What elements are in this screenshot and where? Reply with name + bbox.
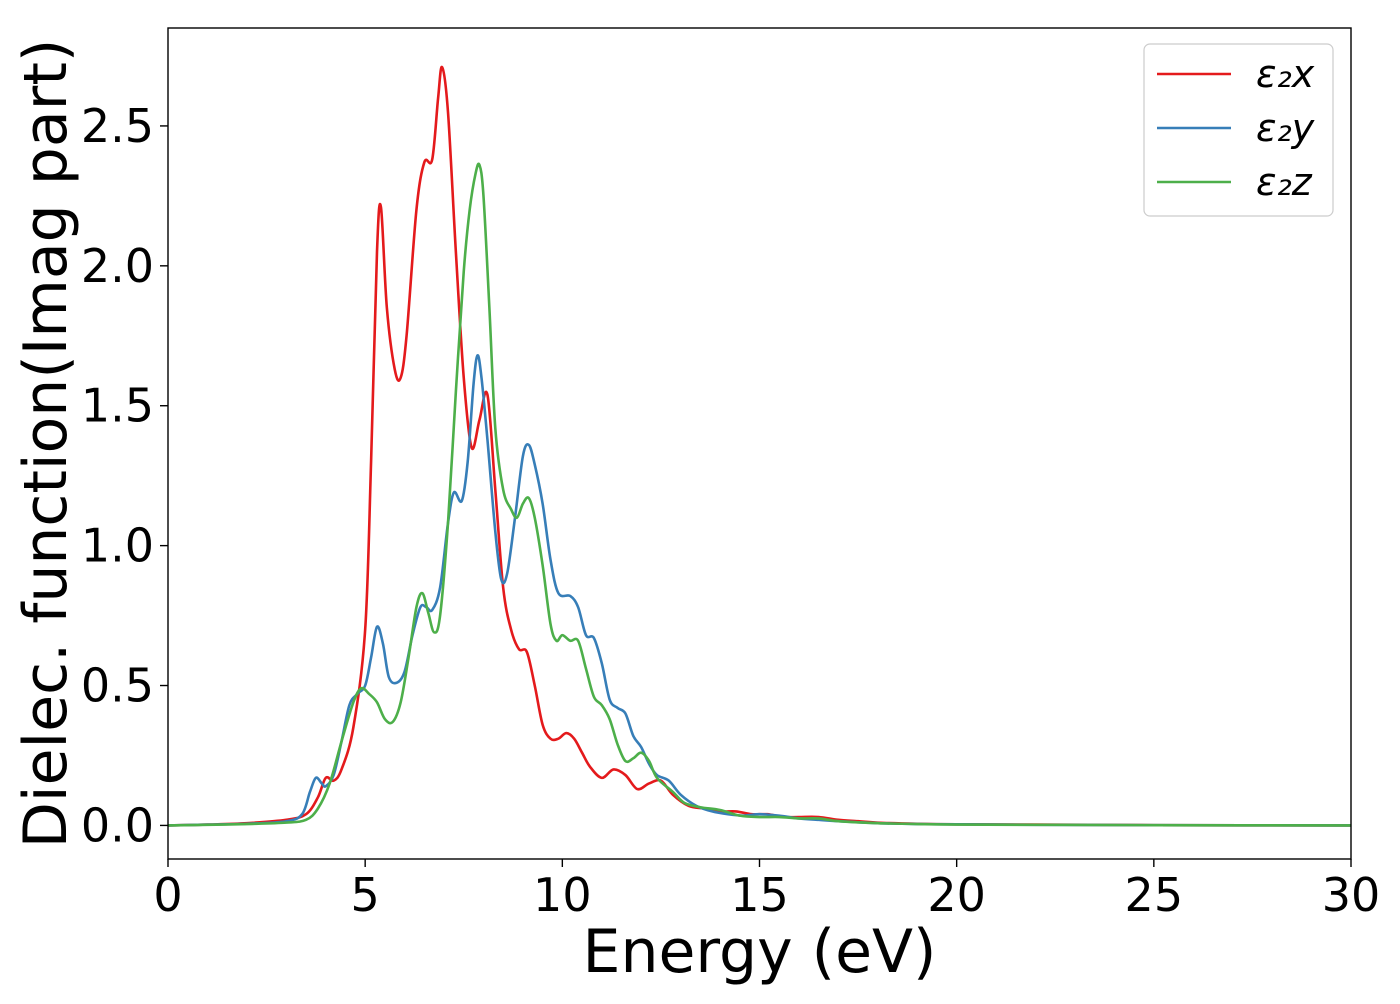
- legend-label-1: ε₂x: [1256, 52, 1315, 96]
- series-layer: [167, 65, 1352, 827]
- x-tick-label: 30: [1322, 868, 1381, 922]
- series-line-3: [167, 162, 1352, 827]
- y-tick-label: 1.0: [81, 519, 154, 573]
- legend-label-3: ε₂z: [1256, 160, 1313, 204]
- x-tick-label: 10: [533, 868, 592, 922]
- y-tick-label: 0.5: [81, 659, 154, 713]
- y-axis-label: Dielec. function(Imag part): [11, 39, 81, 849]
- legend-box: [1143, 43, 1334, 217]
- x-tick-label: 15: [730, 868, 789, 922]
- y-tick-label: 1.5: [81, 379, 154, 433]
- x-tick-label: 5: [351, 868, 380, 922]
- x-tick-label: 20: [927, 868, 986, 922]
- legend: ε₂x ε₂y ε₂z: [1143, 43, 1334, 217]
- x-tick-label: 0: [153, 868, 182, 922]
- legend-label-2: ε₂y: [1256, 106, 1315, 150]
- x-tick-label: 25: [1125, 868, 1184, 922]
- y-tick-label: 2.0: [81, 239, 154, 293]
- ticks-layer: 0 5 10 15 20 25 30 0.0 0.5 1.0 1.5 2.0 2.5: [81, 99, 1380, 922]
- y-tick-label: 0.0: [81, 798, 154, 852]
- y-tick-label: 2.5: [81, 99, 154, 153]
- x-axis-label: Energy (eV): [583, 917, 937, 987]
